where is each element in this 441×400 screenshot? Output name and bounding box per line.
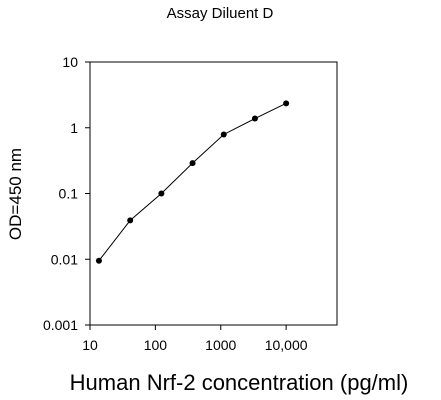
y-tick-label-2: 0.1: [59, 186, 79, 202]
y-axis-label: OD=450 nm: [6, 148, 25, 240]
x-axis-label: Human Nrf-2 concentration (pg/ml): [70, 370, 409, 395]
data-point-0-2: [158, 190, 165, 197]
series-layer: [95, 100, 290, 264]
data-point-0-6: [283, 100, 290, 107]
x-tick-label-2: 1000: [205, 337, 236, 353]
y-tick-label-1: 1: [70, 120, 78, 136]
plot-frame: [89, 61, 338, 326]
x-tick-label-3: 10,000: [265, 337, 308, 353]
data-point-0-3: [189, 160, 196, 167]
y-tick-label-4: 0.001: [43, 317, 78, 333]
data-point-0-0: [95, 257, 102, 264]
x-axis: 10 100 1000 10,000: [82, 325, 308, 353]
y-tick-label-0: 10: [62, 54, 78, 70]
x-tick-label-0: 10: [82, 337, 98, 353]
series-line-0: [98, 102, 287, 262]
data-point-0-5: [251, 115, 258, 122]
x-tick-label-1: 100: [144, 337, 168, 353]
y-axis: 10 1 0.1 0.01 0.001: [43, 54, 90, 333]
data-point-0-4: [220, 131, 227, 138]
y-tick-label-3: 0.01: [51, 251, 78, 267]
chart-title: Assay Diluent D: [167, 5, 274, 22]
data-point-0-1: [127, 217, 134, 224]
